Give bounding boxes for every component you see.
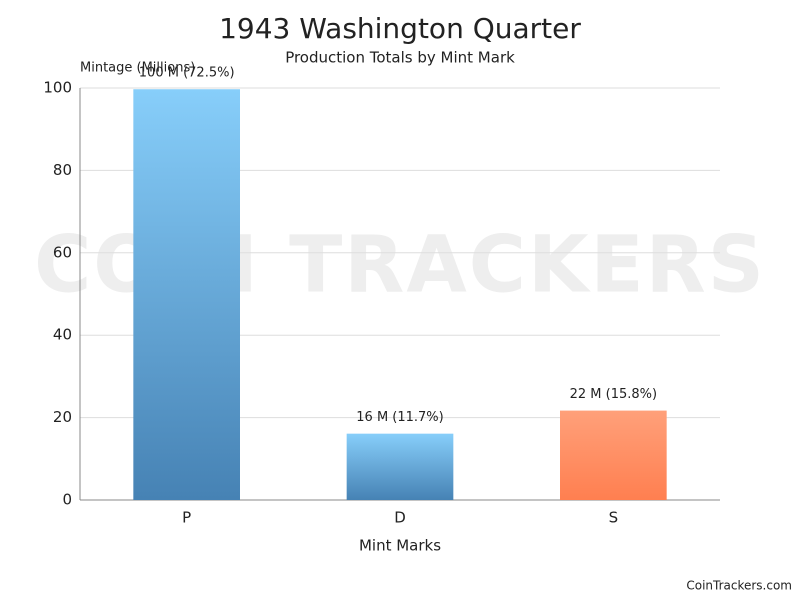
- x-axis-label: Mint Marks: [359, 537, 441, 555]
- chart-subtitle: Production Totals by Mint Mark: [285, 49, 515, 67]
- x-tick-label: S: [609, 509, 619, 527]
- y-tick-label: 60: [53, 243, 72, 261]
- data-label: 100 M (72.5%): [139, 66, 235, 81]
- bar: [560, 411, 667, 500]
- y-tick-label: 40: [53, 326, 72, 344]
- bar: [133, 89, 240, 500]
- y-tick-label: 100: [43, 79, 72, 97]
- y-tick-label: 0: [62, 491, 72, 509]
- y-tick-label: 80: [53, 161, 72, 179]
- bar: [347, 434, 454, 500]
- credit: CoinTrackers.com: [686, 579, 792, 593]
- y-tick-label: 20: [53, 408, 72, 426]
- data-label: 16 M (11.7%): [356, 410, 443, 425]
- x-tick-label: D: [394, 509, 406, 527]
- chart-title: 1943 Washington Quarter: [219, 12, 581, 45]
- x-tick-label: P: [182, 509, 191, 527]
- data-label: 22 M (15.8%): [570, 387, 657, 402]
